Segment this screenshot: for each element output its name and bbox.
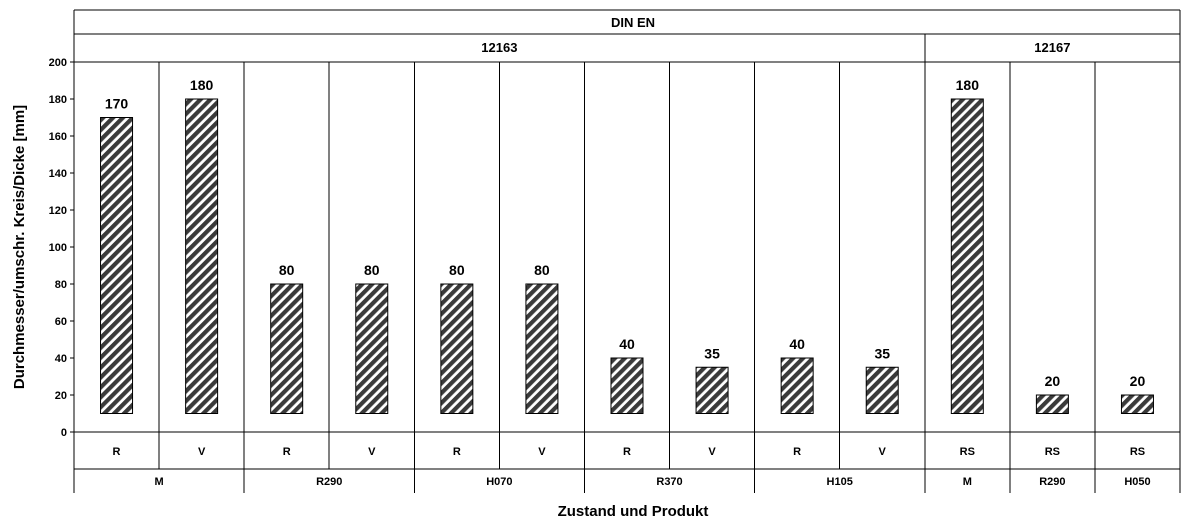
product-label: R290: [316, 476, 342, 488]
x-axis-title: Zustand und Produkt: [558, 503, 709, 520]
y-tick-label: 120: [49, 205, 67, 217]
standard-label: 12163: [481, 40, 517, 55]
product-label: H070: [486, 476, 512, 488]
y-axis-title: Durchmesser/umschr. Kreis/Dicke [mm]: [11, 105, 28, 389]
bar-value-label: 180: [956, 77, 980, 93]
state-label: V: [368, 446, 376, 458]
product-label: M: [963, 476, 972, 488]
product-label: H050: [1124, 476, 1150, 488]
y-tick-label: 160: [49, 131, 67, 143]
bar: [866, 367, 898, 413]
bars-group: [101, 99, 1154, 414]
product-label: R370: [656, 476, 682, 488]
y-tick-label: 20: [55, 390, 67, 402]
product-label: H105: [827, 476, 853, 488]
state-label: RS: [1130, 446, 1145, 458]
chart-frame: 12163 12167: [74, 10, 1180, 493]
y-tick-label: 180: [49, 94, 67, 106]
data-labels-group: 170 180 80 80 80 80 40 35 40 35 180 20 20: [105, 77, 1146, 389]
bar: [441, 284, 473, 414]
bar: [1036, 395, 1068, 414]
bar-value-label: 180: [190, 77, 214, 93]
bar-value-label: 80: [364, 262, 380, 278]
bar: [951, 99, 983, 414]
bar-value-label: 35: [704, 345, 720, 361]
y-tick-label: 200: [49, 57, 67, 69]
bar: [101, 118, 133, 414]
bar-value-label: 80: [279, 262, 295, 278]
y-tick-label: 100: [49, 242, 67, 254]
bar-value-label: 20: [1045, 373, 1061, 389]
y-tick-label: 80: [55, 279, 67, 291]
state-label: R: [623, 446, 631, 458]
header-din-en: DIN EN: [611, 15, 655, 30]
y-tick-label: 40: [55, 353, 67, 365]
state-label: R: [793, 446, 801, 458]
bar: [526, 284, 558, 414]
bar-value-label: 170: [105, 96, 129, 112]
bar: [781, 358, 813, 414]
bar-value-label: 80: [534, 262, 550, 278]
category-labels-group: M R290 H070 R370 H105 M R290 H050 R V R V R V R V R V RS RS…: [113, 446, 1151, 488]
bar-value-label: 40: [789, 336, 805, 352]
y-tick-label: 0: [61, 427, 67, 439]
bar: [1121, 395, 1153, 414]
bar: [186, 99, 218, 414]
y-tick-label: 140: [49, 168, 67, 180]
y-tick-label: 60: [55, 316, 67, 328]
bar: [356, 284, 388, 414]
product-label: M: [154, 476, 163, 488]
state-label: RS: [1045, 446, 1060, 458]
standard-label: 12167: [1034, 40, 1070, 55]
bar-value-label: 80: [449, 262, 465, 278]
bar-value-label: 35: [874, 345, 890, 361]
state-label: R: [113, 446, 121, 458]
state-label: V: [879, 446, 887, 458]
state-label: V: [198, 446, 206, 458]
state-label: V: [538, 446, 546, 458]
y-axis: 0 20 40 60 80 100 120 140 160 180 200: [49, 57, 74, 439]
state-label: R: [283, 446, 291, 458]
bar-value-label: 40: [619, 336, 635, 352]
bar: [696, 367, 728, 413]
product-label: R290: [1039, 476, 1065, 488]
state-label: RS: [960, 446, 975, 458]
bar: [611, 358, 643, 414]
state-label: V: [708, 446, 716, 458]
bar: [271, 284, 303, 414]
state-label: R: [453, 446, 461, 458]
bar-value-label: 20: [1130, 373, 1146, 389]
